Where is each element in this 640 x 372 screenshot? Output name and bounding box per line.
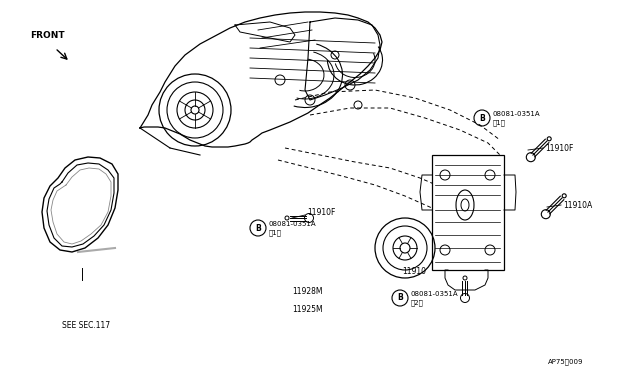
Text: 11925M: 11925M — [292, 305, 323, 314]
Text: 11928M: 11928M — [292, 288, 323, 296]
Text: （1）: （1） — [269, 230, 282, 236]
Text: 08081-0351A: 08081-0351A — [269, 221, 317, 227]
Text: 11910F: 11910F — [545, 144, 573, 153]
Text: B: B — [397, 294, 403, 302]
Text: 〈2〉: 〈2〉 — [411, 300, 424, 306]
Text: FRONT: FRONT — [30, 31, 65, 39]
Text: 11910F: 11910F — [307, 208, 335, 217]
Text: 11910: 11910 — [402, 267, 426, 276]
Text: 11910A: 11910A — [563, 201, 592, 209]
Text: SEE SEC.117: SEE SEC.117 — [62, 321, 110, 330]
Text: 08081-0351A: 08081-0351A — [411, 291, 459, 297]
Text: （1）: （1） — [493, 120, 506, 126]
Polygon shape — [42, 157, 118, 252]
Text: B: B — [255, 224, 261, 232]
FancyBboxPatch shape — [432, 155, 504, 270]
Text: 08081-0351A: 08081-0351A — [493, 111, 541, 117]
Text: AP75：009: AP75：009 — [548, 359, 584, 365]
Text: B: B — [479, 113, 485, 122]
